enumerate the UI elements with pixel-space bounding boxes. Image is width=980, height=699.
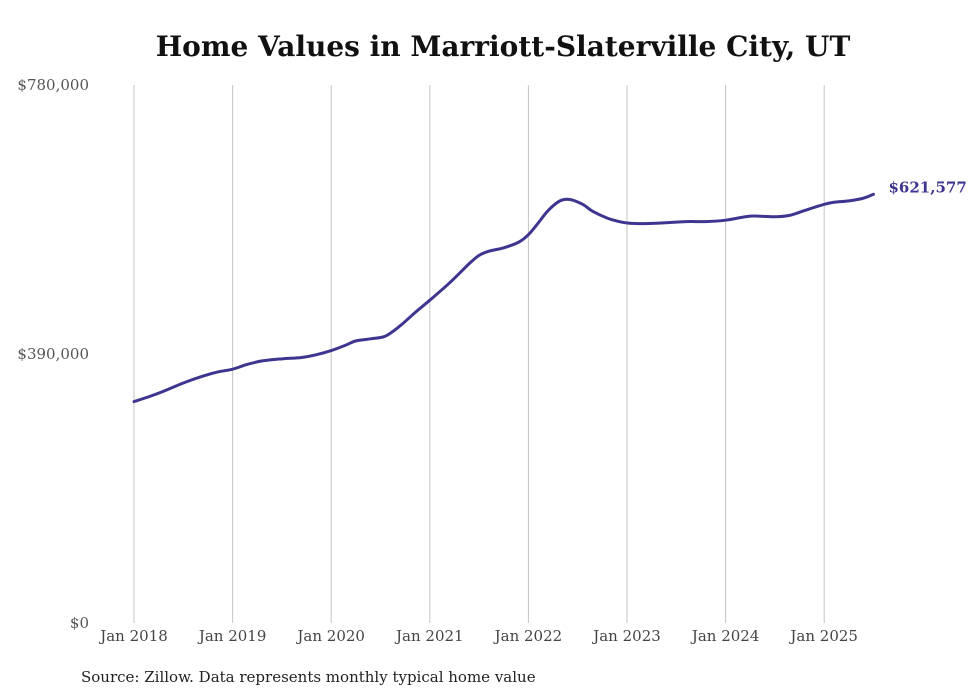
end-value-label: $621,577 <box>889 178 967 196</box>
x-tick-label: Jan 2020 <box>295 627 365 645</box>
gridlines <box>133 85 825 623</box>
x-tick-label: Jan 2025 <box>788 627 858 645</box>
y-axis-ticks: $0 $390,000 $780,000 <box>17 76 89 632</box>
x-tick-label: Jan 2019 <box>197 627 267 645</box>
y-tick-label: $780,000 <box>17 76 89 94</box>
chart-title: Home Values in Marriott-Slaterville City… <box>155 30 851 63</box>
x-axis-ticks: Jan 2018 Jan 2019 Jan 2020 Jan 2021 Jan 2022… <box>98 627 858 645</box>
series-group: $621,577 <box>132 178 967 404</box>
series-line <box>132 192 875 404</box>
x-tick-label: Jan 2023 <box>591 627 661 645</box>
source-note: Source: Zillow. Data represents monthly … <box>81 668 536 686</box>
x-tick-label: Jan 2022 <box>493 627 563 645</box>
y-tick-label: $390,000 <box>17 345 89 363</box>
x-tick-label: Jan 2024 <box>690 627 760 645</box>
y-tick-label: $0 <box>70 614 89 632</box>
x-tick-label: Jan 2021 <box>394 627 464 645</box>
x-tick-label: Jan 2018 <box>98 627 168 645</box>
